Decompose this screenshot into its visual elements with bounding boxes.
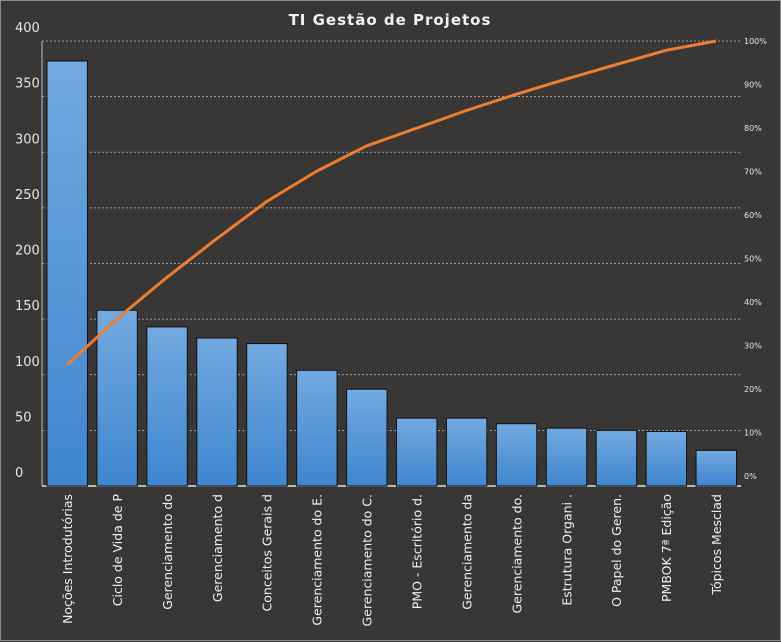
x-tick-label: PMBOK 7ª Edição [659, 494, 674, 602]
y-tick-label: 200 [15, 244, 40, 259]
y-tick-label: 50 [15, 410, 32, 425]
y-tick-label: 250 [15, 188, 40, 203]
x-tick-label: Tópicos Mesclad [709, 494, 724, 596]
chart-title: TI Gestão de Projetos [289, 11, 492, 29]
y2-tick-label: 60% [744, 211, 762, 220]
bar-2 [96, 309, 138, 487]
bar-13 [645, 430, 688, 487]
y2-tick-label: 100% [744, 37, 767, 46]
bar-14 [695, 449, 737, 487]
y2-tick-label: 90% [744, 81, 762, 90]
x-tick-label: PMO - Escritório d. [409, 494, 424, 609]
y2-tick-label: 30% [744, 342, 762, 351]
x-tick-label: Gerenciamento do C. [360, 494, 375, 626]
bar-10 [495, 423, 538, 487]
y-tick-label: 0 [15, 466, 23, 481]
x-tick-label: Conceitos Gerais d [260, 494, 275, 611]
bar-5 [246, 343, 288, 487]
bar-7 [346, 388, 388, 487]
y2-tick-label: 80% [744, 124, 762, 133]
x-tick-label: Ciclo de Vida de P [110, 494, 125, 607]
cumulative-percent-line [65, 39, 717, 367]
bar-9 [445, 417, 488, 487]
y-tick-label: 400 [15, 21, 40, 36]
bar-4 [196, 337, 238, 487]
y2-tick-label: 50% [744, 255, 762, 264]
bar-12 [595, 429, 638, 487]
x-tick-label: Gerenciamento do [160, 494, 175, 610]
x-tick-label: Gerenciamento do. [509, 494, 524, 614]
x-tick-label: O Papel do Geren. [609, 494, 624, 607]
bar-8 [396, 417, 438, 487]
y-tick-label: 150 [15, 299, 40, 314]
y-tick-label: 300 [15, 132, 40, 147]
bar-6 [296, 369, 338, 487]
bar-1 [46, 60, 88, 487]
x-tick-label: Estrutura Organi . [559, 494, 574, 606]
y-tick-label: 100 [15, 355, 40, 370]
bar-3 [146, 326, 188, 487]
y-tick-label: 350 [15, 77, 40, 92]
y2-tick-label: 70% [744, 168, 762, 177]
x-tick-label: Gerenciamento do E. [310, 494, 325, 626]
x-tick-label: Gerenciamento d [210, 494, 225, 602]
x-tick-label: Gerenciamento da [459, 494, 474, 610]
bar-11 [545, 427, 588, 487]
y2-tick-label: 10% [744, 429, 762, 438]
y2-tick-label: 20% [744, 385, 762, 394]
x-tick-label: Noções Introdutórias [60, 494, 75, 624]
y2-tick-label: 40% [744, 298, 762, 307]
y2-tick-label: 0% [744, 472, 757, 481]
